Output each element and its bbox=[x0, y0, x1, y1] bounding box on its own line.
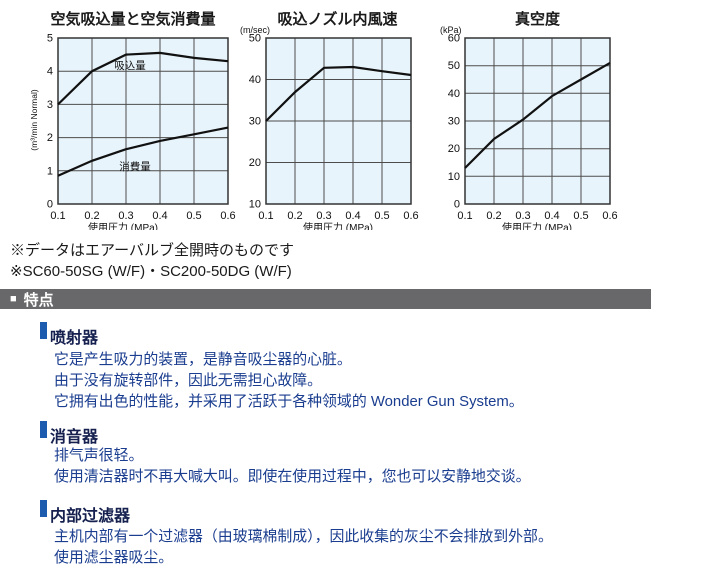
svg-text:(kPa): (kPa) bbox=[440, 25, 462, 35]
svg-text:0.2: 0.2 bbox=[486, 210, 501, 222]
svg-text:30: 30 bbox=[448, 116, 460, 128]
svg-text:0.1: 0.1 bbox=[457, 210, 472, 222]
svg-text:0.5: 0.5 bbox=[573, 210, 588, 222]
svg-text:0: 0 bbox=[454, 199, 460, 211]
svg-text:50: 50 bbox=[448, 60, 460, 72]
svg-text:0.4: 0.4 bbox=[544, 210, 559, 222]
svg-text:20: 20 bbox=[448, 143, 460, 155]
svg-text:40: 40 bbox=[448, 88, 460, 100]
svg-text:0.3: 0.3 bbox=[515, 210, 530, 222]
svg-text:使用圧力 (MPa): 使用圧力 (MPa) bbox=[502, 221, 572, 230]
svg-text:10: 10 bbox=[448, 171, 460, 183]
svg-text:0.6: 0.6 bbox=[602, 210, 617, 222]
